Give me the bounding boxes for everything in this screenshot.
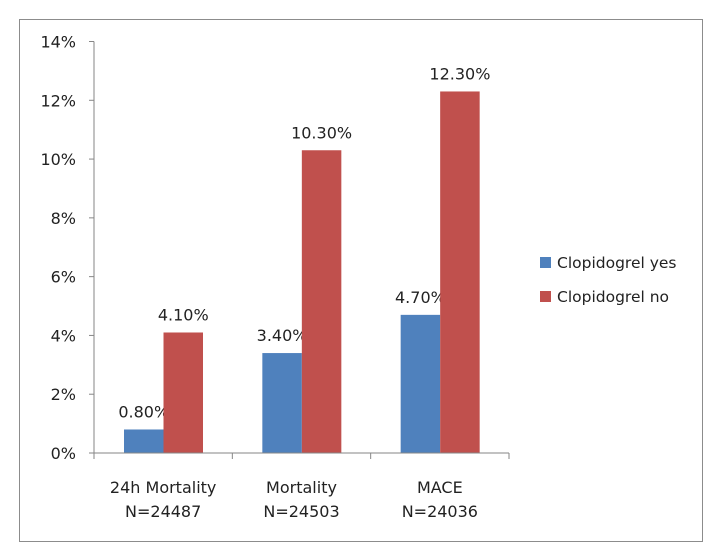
bar-no <box>301 150 342 453</box>
data-label: 4.70% <box>395 288 446 307</box>
bar-yes <box>124 429 164 453</box>
y-tick-label: 14% <box>40 33 76 52</box>
bar-yes <box>262 353 302 453</box>
y-tick-label: 8% <box>51 209 76 228</box>
data-label: 3.40% <box>257 326 308 345</box>
x-tick-label-n: N=24036 <box>402 502 478 521</box>
data-label: 10.30% <box>291 123 352 142</box>
chart-frame <box>19 19 703 542</box>
legend-swatch <box>540 257 551 268</box>
x-tick-label: 24h Mortality <box>110 478 216 497</box>
bar-no <box>440 91 480 453</box>
data-label: 0.80% <box>118 402 169 421</box>
legend-label: Clopidogrel no <box>557 288 669 306</box>
legend-label: Clopidogrel yes <box>557 254 677 272</box>
data-label: 4.10% <box>158 305 209 324</box>
x-tick-label-n: N=24503 <box>263 502 339 521</box>
x-tick-label: MACE <box>417 478 463 497</box>
legend-swatch <box>540 291 551 302</box>
y-tick-label: 10% <box>40 150 76 169</box>
y-tick-label: 2% <box>51 385 76 404</box>
x-tick-label: Mortality <box>266 478 337 497</box>
y-tick-label: 6% <box>51 268 76 287</box>
data-label: 12.30% <box>429 64 490 83</box>
bar-yes <box>400 314 441 453</box>
y-tick-label: 4% <box>51 326 76 345</box>
y-tick-label: 12% <box>40 91 76 110</box>
y-tick-label: 0% <box>51 444 76 463</box>
x-tick-label-n: N=24487 <box>125 502 201 521</box>
bar-no <box>163 332 203 453</box>
